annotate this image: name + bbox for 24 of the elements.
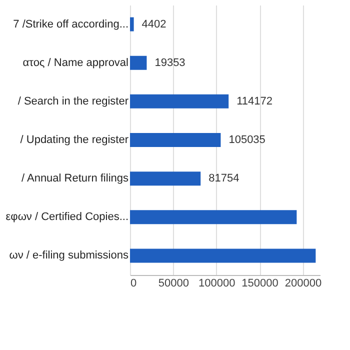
y-tick-label: / Annual Return filings: [21, 172, 129, 185]
x-tick-label: 0: [130, 278, 137, 290]
bar: [130, 133, 221, 147]
x-tick-label: 50000: [158, 278, 189, 290]
data-label: 114172: [236, 95, 272, 108]
y-tick-label: ατος / Name approval: [22, 56, 128, 69]
data-label: 105035: [228, 134, 266, 146]
x-tick-label: 200000: [284, 278, 322, 290]
y-tick-label: 7 /Strike off according...: [13, 18, 128, 30]
x-tick-label: 100000: [198, 278, 236, 290]
bar: [130, 17, 134, 32]
data-label: 81754: [208, 172, 240, 185]
bar: [130, 248, 316, 263]
bar: [130, 94, 229, 108]
y-tick-label: ων / e-filing submissions: [9, 250, 129, 262]
x-tick-label: 150000: [242, 278, 278, 290]
data-label: 19353: [154, 56, 186, 69]
y-tick-label: εφων / Certified Copies...: [6, 211, 128, 224]
bar: [130, 210, 297, 224]
bar: [130, 172, 201, 186]
bar: [130, 56, 147, 70]
y-tick-label: / Updating the register: [20, 134, 129, 146]
data-label: 4402: [142, 18, 166, 30]
y-tick-label: / Search in the register: [18, 95, 129, 108]
